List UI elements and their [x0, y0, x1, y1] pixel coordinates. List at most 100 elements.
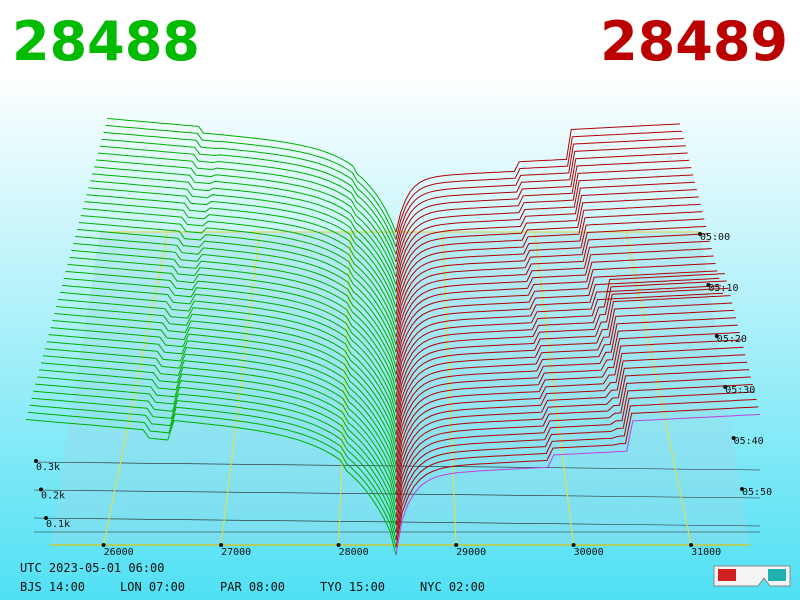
ask-depth-curve [395, 339, 742, 480]
time-label: 05:40 [734, 436, 764, 447]
time-tick [731, 436, 736, 440]
ask-depth-curve [395, 273, 725, 413]
ask-depth-curve [395, 413, 761, 556]
price-tick [689, 543, 694, 547]
ask-depth-curve [395, 384, 753, 526]
price-grid-line [220, 231, 261, 546]
time-label: 05:50 [742, 487, 772, 498]
bid-depth-curve [61, 284, 397, 413]
price-grid-line [625, 231, 692, 546]
ask-depth-curve [395, 332, 740, 473]
bid-price: 28488 [12, 10, 200, 73]
volume-label: 0.1k [46, 519, 70, 530]
bid-depth-curve [84, 201, 397, 323]
bid-depth-curve [101, 138, 397, 255]
ask-depth-curve [395, 280, 727, 420]
ask-depth-curve [395, 167, 692, 278]
bid-depth-curve [95, 159, 397, 278]
ask-depth-curve [395, 317, 737, 458]
ask-depth-curve [395, 225, 707, 338]
bid-depth-curve [37, 376, 397, 511]
zone-time: NYC 02:00 [420, 580, 485, 594]
ask-depth-curve [395, 137, 684, 248]
price-label: 28000 [339, 547, 369, 558]
zone-time: TYO 15:00 [320, 580, 385, 594]
ask-depth-curve [395, 398, 757, 541]
price-tick [454, 543, 459, 547]
bid-depth-curve [58, 299, 397, 428]
time-tick [723, 385, 728, 389]
price-tick [101, 543, 106, 547]
ask-depth-curve [395, 159, 690, 270]
ask-price: 28489 [600, 10, 788, 73]
bid-depth-curve [82, 208, 397, 330]
ask-depth-curve [395, 145, 686, 255]
bid-depth-curve [76, 229, 397, 353]
ask-depth-curve [395, 346, 744, 488]
price-label: 30000 [574, 547, 604, 558]
bid-depth-curve [69, 256, 397, 383]
price-label: 29000 [456, 547, 486, 558]
ask-depth-curve [395, 376, 751, 518]
bid-depth-curve [75, 236, 397, 360]
zone-time: BJS 14:00 [20, 580, 85, 594]
bid-depth-curve [99, 145, 397, 263]
bid-depth-curve [105, 124, 397, 240]
bid-depth-curve [33, 390, 397, 526]
bid-depth-curve [52, 320, 397, 450]
bid-depth-curve [54, 313, 397, 443]
ask-depth-curve [395, 240, 710, 353]
bid-depth-curve [40, 362, 397, 496]
ask-depth-curve [395, 203, 701, 315]
bid-depth-curve [44, 348, 397, 481]
depth-curves [25, 118, 761, 556]
ask-depth-curve [395, 248, 712, 360]
price-tick [571, 543, 576, 547]
axis-labels: 26000 27000 28000 29000 30000 31000 05:00 05:10… [34, 232, 772, 558]
time-tick [706, 283, 711, 287]
ask-depth-curve [395, 270, 718, 383]
bid-depth-curve [90, 180, 397, 300]
ask-depth-curve [395, 295, 731, 435]
3d-glasses-icon [713, 565, 791, 587]
price-label: 26000 [104, 547, 134, 558]
ask-depth-curve [395, 181, 696, 293]
time-tick [714, 334, 719, 338]
volume-label: 0.3k [36, 462, 60, 473]
bid-depth-curve [80, 215, 397, 338]
bid-depth-curve [31, 397, 397, 533]
time-tick [698, 232, 702, 236]
ask-depth-curve [395, 233, 709, 345]
volume-tick [34, 459, 38, 463]
bid-depth-curve [48, 334, 397, 466]
time-label: 05:30 [725, 385, 755, 396]
ask-depth-curve [395, 309, 735, 450]
volume-label: 0.2k [41, 491, 65, 502]
ask-depth-curve [395, 285, 722, 398]
bid-depth-curve [71, 249, 397, 375]
time-label: 05:20 [717, 334, 747, 345]
time-label: 05:10 [708, 283, 738, 294]
bid-depth-curve [73, 242, 397, 368]
volume-line [33, 489, 761, 499]
price-grid-line [442, 231, 457, 546]
bid-depth-curve [63, 277, 397, 405]
ask-depth-curve [395, 211, 703, 323]
price-label: 31000 [691, 547, 721, 558]
ask-depth-curve [395, 174, 694, 285]
ask-depth-curve [395, 277, 720, 390]
bid-depth-curve [46, 341, 397, 473]
ask-depth-curve [395, 369, 750, 510]
price-tick [336, 543, 341, 547]
bid-depth-curve [29, 404, 397, 541]
ask-depth-curve [395, 302, 733, 443]
ask-depth-curve [395, 218, 705, 330]
time-tick [740, 487, 744, 491]
ask-depth-curve [395, 263, 716, 375]
utc-time: UTC 2023-05-01 06:00 [20, 561, 165, 575]
time-label: 05:00 [700, 232, 730, 243]
ask-depth-curve [395, 130, 683, 240]
bid-depth-curve [93, 166, 397, 285]
bid-depth-curve [59, 291, 397, 420]
